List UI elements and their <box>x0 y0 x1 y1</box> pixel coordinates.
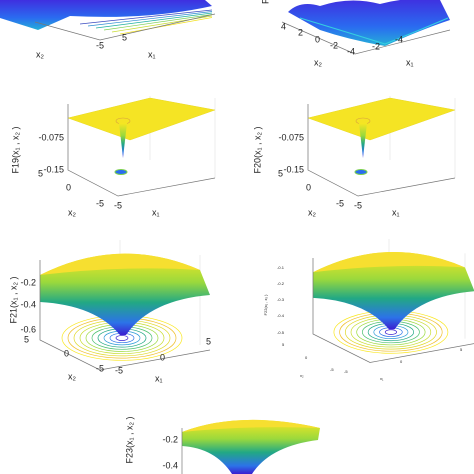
axis-label: x₂ <box>300 373 304 378</box>
tick-label: -5 <box>330 367 334 372</box>
tick-label: -0.4 <box>277 313 285 318</box>
surface <box>359 123 367 158</box>
tick-label: -5 <box>114 200 122 210</box>
surface-rim <box>299 17 449 45</box>
contour <box>87 11 213 27</box>
tick-label: -5 <box>96 40 104 50</box>
axis-label: x₂ <box>314 57 323 67</box>
surface <box>119 123 127 158</box>
tick-label: 5 <box>282 342 285 347</box>
axis-label: F20(x₁ , x₂ ) <box>252 126 262 173</box>
tick-label: -0.3 <box>277 297 285 302</box>
axis-box <box>39 260 211 371</box>
tick-label: -0.15 <box>43 164 64 174</box>
tick-label: 5 <box>24 334 29 344</box>
tick-label: -2 <box>330 40 338 50</box>
contour <box>114 169 128 175</box>
axis-label: F19(x₁ , x₂ ) <box>10 126 20 173</box>
tick-label: -5 <box>344 369 348 374</box>
tick-label: -0.1 <box>277 265 285 270</box>
surface <box>0 0 212 30</box>
axis-label: x₂ <box>308 207 317 217</box>
tick-label: -0.15 <box>283 164 304 174</box>
contour <box>103 14 213 31</box>
tick-label: 0 <box>306 182 311 192</box>
tick-label: -4 <box>395 34 403 44</box>
tick-label: -5 <box>354 200 362 210</box>
tick-label: 5 <box>122 32 127 42</box>
tick-label: -2 <box>372 41 380 51</box>
tick-label: -0.6 <box>20 324 36 334</box>
tick-label: 0 <box>64 348 69 358</box>
tick-label: -0.075 <box>278 132 304 142</box>
axis-label: x₁ <box>152 207 160 217</box>
axis-box <box>312 258 474 363</box>
contour <box>384 329 397 335</box>
tick-label: 5 <box>278 168 283 178</box>
tick-label: -0.2 <box>20 277 36 287</box>
surface <box>67 97 216 141</box>
tick-label: 5 <box>460 347 463 352</box>
tick-label: 5 <box>206 336 211 346</box>
tick-label: -5 <box>96 363 104 373</box>
surface <box>313 251 474 330</box>
contour <box>95 12 213 29</box>
tick-label: -0.075 <box>38 132 64 142</box>
axis-label: x₁ <box>406 57 414 67</box>
axis-label: x₂ <box>36 49 45 59</box>
axis-box <box>281 21 451 55</box>
contour <box>354 169 368 175</box>
tick-label: -5 <box>115 365 123 375</box>
tick-label: -4 <box>347 46 355 56</box>
contour <box>119 17 213 35</box>
axis-label: F <box>260 0 270 4</box>
axis-label: x₁ <box>380 376 384 381</box>
axis-label: F23(x₁ , x₂ ) <box>124 416 134 463</box>
axis-label: F22(x₁ , x₂ ) <box>263 294 268 316</box>
surface <box>182 419 320 432</box>
axis-label: x₂ <box>68 371 77 381</box>
surface <box>40 253 200 275</box>
axis-box <box>307 104 456 197</box>
contour <box>79 9 213 25</box>
axis-label: F21(x₁ , x₂ ) <box>8 276 18 323</box>
tick-label: -0.4 <box>20 299 36 309</box>
tick-label: 4 <box>281 21 286 31</box>
tick-label: 2 <box>298 27 303 37</box>
surface <box>313 251 465 273</box>
surface <box>40 253 210 335</box>
tick-label: 0 <box>400 359 403 364</box>
tick-label: -0.4 <box>162 460 178 470</box>
tick-label: 0 <box>305 355 308 360</box>
tick-label: -5 <box>336 198 344 208</box>
tick-label: 0 <box>315 34 320 44</box>
axis-label: x₁ <box>148 49 156 59</box>
axis-label: x₁ <box>155 373 163 383</box>
axis-box <box>67 104 216 197</box>
tick-label: -5 <box>96 198 104 208</box>
tick-label: -0.5 <box>277 330 285 335</box>
axis-label: x₁ <box>392 207 400 217</box>
tick-label: -0.2 <box>162 434 178 444</box>
contour <box>115 335 129 341</box>
tick-label: 0 <box>66 182 71 192</box>
surface <box>182 419 320 474</box>
tick-label: 5 <box>38 168 43 178</box>
axis-box <box>34 13 216 41</box>
tick-label: -0.2 <box>277 281 285 286</box>
surface <box>307 97 456 141</box>
tick-label: 0 <box>160 352 165 362</box>
axis-label: x₂ <box>68 207 77 217</box>
